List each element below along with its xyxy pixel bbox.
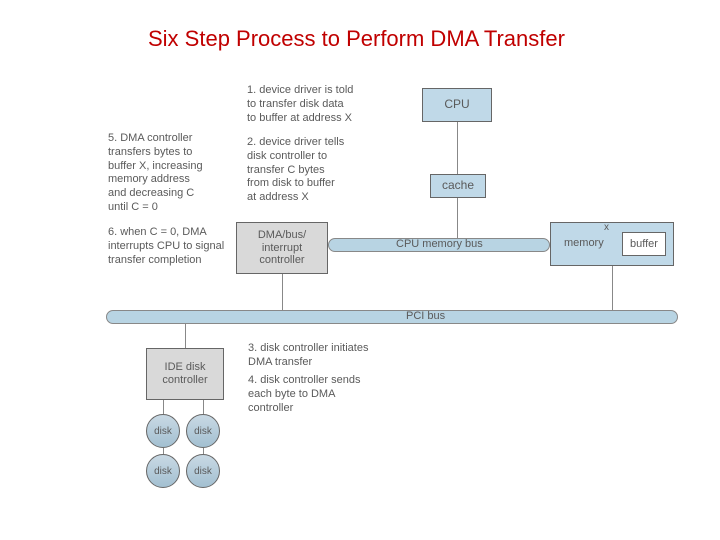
buffer-label: buffer <box>630 238 658 250</box>
dma-label: DMA/bus/ interrupt controller <box>258 229 306 267</box>
step-2: 2. device driver tells disk controller t… <box>247 136 344 205</box>
cache-label: cache <box>442 179 474 193</box>
cpu-memory-bus-label: CPU memory bus <box>396 238 483 250</box>
disk-1: disk <box>146 414 180 448</box>
line-dma-pci <box>282 274 283 310</box>
step-4: 4. disk controller sends each byte to DM… <box>248 374 361 415</box>
pci-bus <box>106 310 678 324</box>
disk-4-label: disk <box>194 466 212 477</box>
pci-bus-label: PCI bus <box>406 310 445 322</box>
line-ide-disk-r <box>203 400 204 414</box>
step-5: 5. DMA controller transfers bytes to buf… <box>108 132 203 215</box>
line-cache-bus <box>457 198 458 238</box>
page-title: Six Step Process to Perform DMA Transfer <box>148 26 565 52</box>
disk-2: disk <box>186 414 220 448</box>
dma-box: DMA/bus/ interrupt controller <box>236 222 328 274</box>
line-cpu-cache <box>457 122 458 174</box>
disk-4: disk <box>186 454 220 488</box>
ide-label: IDE disk controller <box>162 361 207 386</box>
step-3: 3. disk controller initiates DMA transfe… <box>248 342 368 370</box>
cache-box: cache <box>430 174 486 198</box>
disk-1-label: disk <box>154 426 172 437</box>
line-ide-disk-l <box>163 400 164 414</box>
disk-2-label: disk <box>194 426 212 437</box>
step-6: 6. when C = 0, DMA interrupts CPU to sig… <box>108 226 224 267</box>
cpu-label: CPU <box>444 98 469 112</box>
step-1: 1. device driver is told to transfer dis… <box>247 84 353 125</box>
line-ide-pci <box>185 324 186 348</box>
line-mem-pci <box>612 266 613 310</box>
disk-3-label: disk <box>154 466 172 477</box>
disk-3: disk <box>146 454 180 488</box>
memory-x-label: x <box>604 222 609 233</box>
memory-label: memory <box>564 237 604 249</box>
buffer-box: buffer <box>622 232 666 256</box>
cpu-box: CPU <box>422 88 492 122</box>
ide-box: IDE disk controller <box>146 348 224 400</box>
